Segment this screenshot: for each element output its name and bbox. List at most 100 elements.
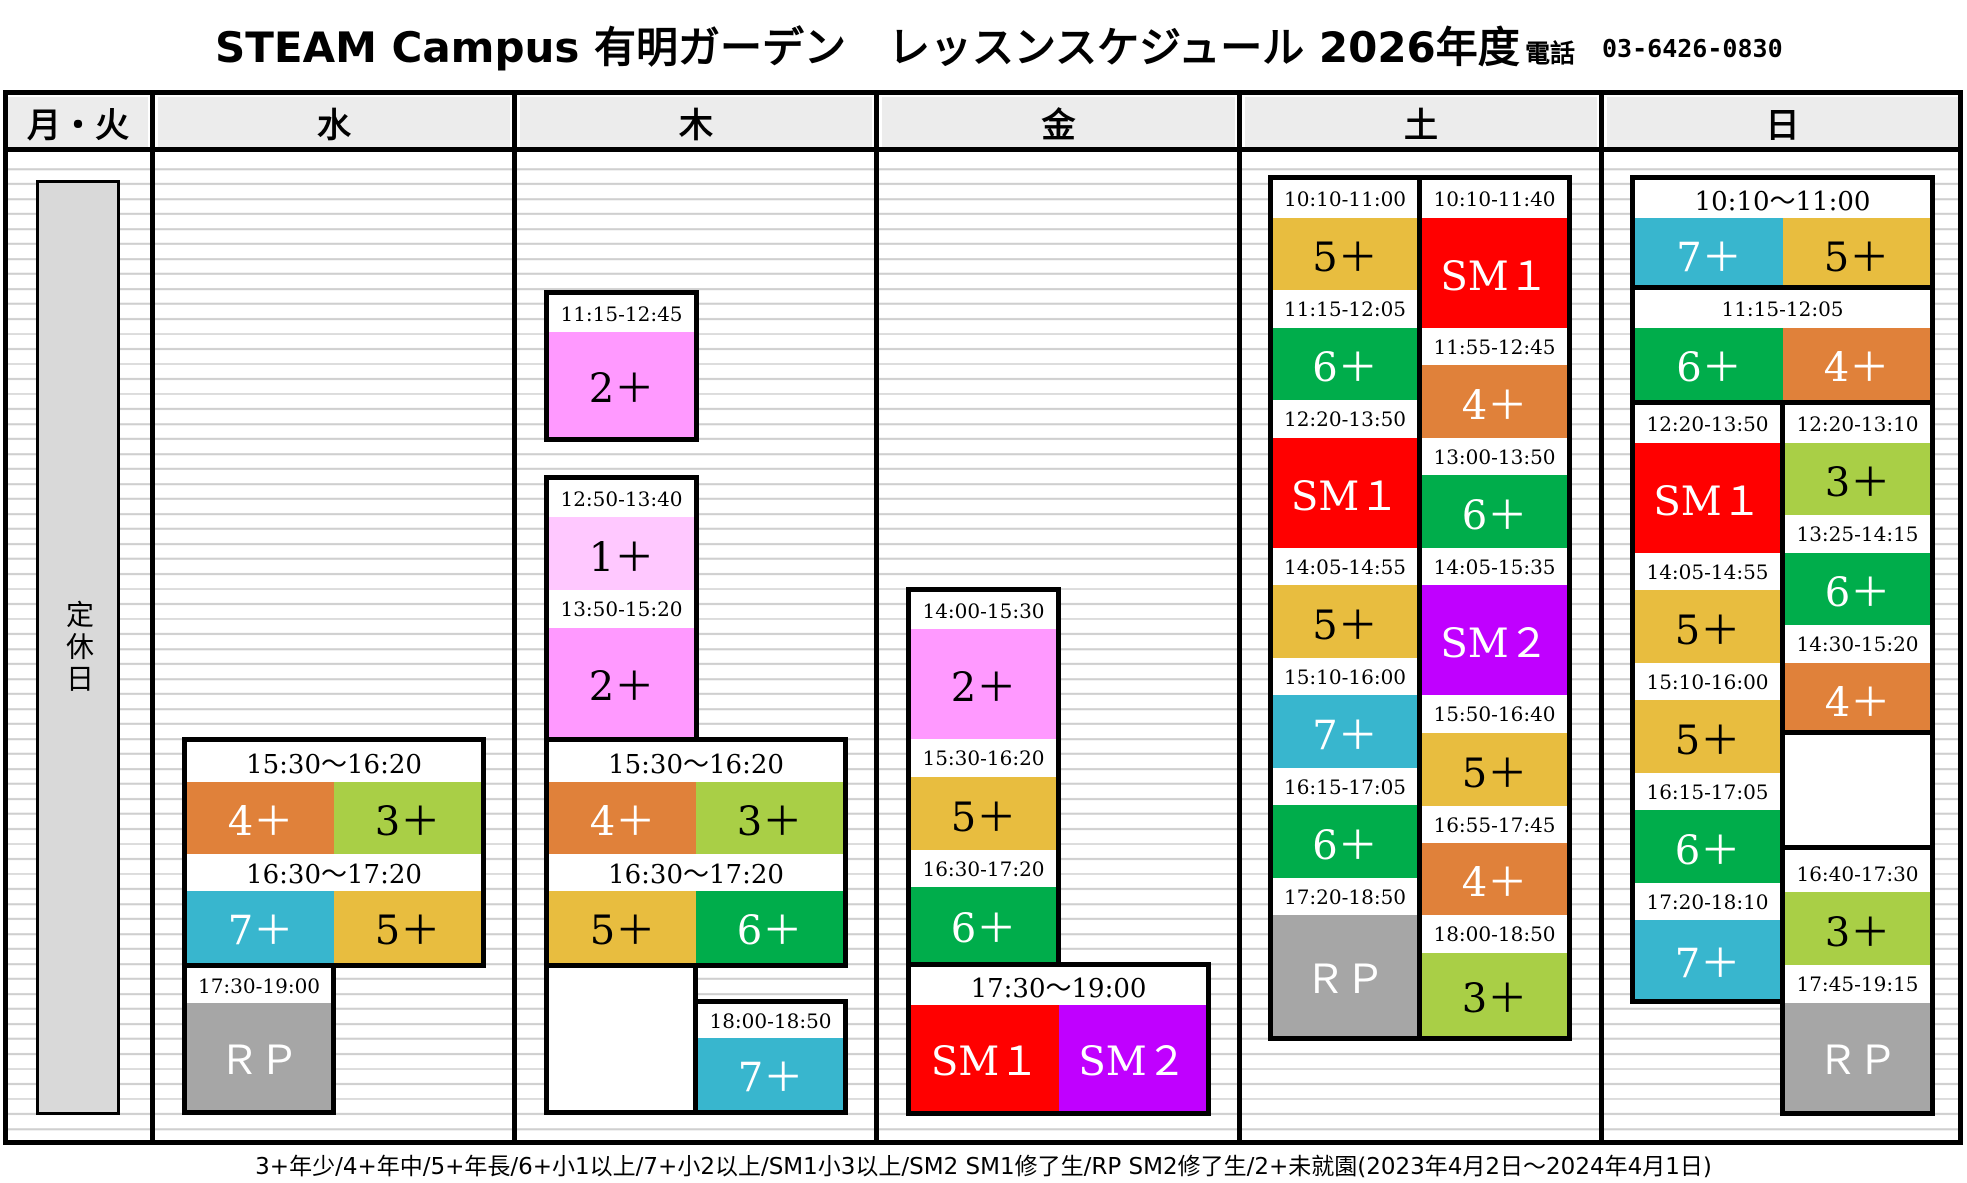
phone-number: 03-6426-0830 — [1602, 34, 1783, 63]
class-cell-2plus: 2＋ — [549, 332, 694, 437]
class-cell-5plus: 5＋ — [1422, 733, 1567, 806]
class-cell-6plus: 6＋ — [1273, 805, 1417, 878]
class-cell-7plus: 7＋ — [187, 891, 334, 963]
class-cell-3plus: 3＋ — [1422, 953, 1567, 1036]
time-label: 14:05-15:35 — [1422, 548, 1567, 585]
thu-block-1800: 18:00-18:50 7＋ — [693, 999, 848, 1115]
empty-slot — [1785, 740, 1930, 850]
time-label: 11:55-12:45 — [1422, 328, 1567, 365]
class-cell-4plus: 4＋ — [1785, 663, 1930, 735]
sat-right-column: 10:10-11:40 SM１ 11:55-12:45 4＋ 13:00-13:… — [1417, 175, 1572, 1041]
class-cell-4plus: 4＋ — [1422, 843, 1567, 915]
class-cell-7plus: 7＋ — [1635, 920, 1780, 999]
class-cell-6plus: 6＋ — [696, 891, 843, 963]
class-cell-5plus: 5＋ — [549, 891, 696, 963]
slot-divider — [1785, 730, 1930, 735]
class-cell-5plus: 5＋ — [911, 777, 1056, 850]
class-cell-7plus: 7＋ — [1635, 218, 1783, 290]
column-header-sat: 土 — [1245, 97, 1597, 147]
slot-divider — [1785, 845, 1930, 850]
time-label: 15:50-16:40 — [1422, 695, 1567, 733]
class-cell-6plus: 6＋ — [1273, 328, 1417, 400]
closed-day-label: 定休日 — [62, 599, 95, 696]
time-label: 16:40-17:30 — [1785, 855, 1930, 892]
time-label: 16:15-17:05 — [1273, 768, 1417, 805]
column-header-thu: 木 — [520, 97, 872, 147]
time-label: 11:15-12:05 — [1273, 290, 1417, 328]
time-label: 10:10-11:40 — [1422, 180, 1567, 218]
time-label: 14:05-14:55 — [1273, 548, 1417, 585]
class-cell-rp: ＲＰ — [187, 1003, 331, 1110]
class-cell-6plus: 6＋ — [911, 887, 1056, 962]
thu-block-1250: 12:50-13:40 1＋ 13:50-15:20 2＋ — [544, 475, 699, 743]
class-cell-sm1: SM１ — [911, 1005, 1059, 1111]
class-cell-5plus: 5＋ — [334, 891, 481, 963]
time-label: 15:30〜16:20 — [187, 742, 481, 782]
time-label: 12:50-13:40 — [549, 480, 694, 517]
legend-footer: 3+年少/4+年中/5+年長/6+小1以上/7+小2以上/SM1小3以上/SM2… — [255, 1154, 1712, 1180]
class-cell-5plus: 5＋ — [1273, 218, 1417, 290]
class-cell-6plus: 6＋ — [1422, 475, 1567, 548]
phone-label: 電話 — [1525, 39, 1576, 68]
wed-block-rp: 17:30-19:00 ＲＰ — [182, 963, 336, 1115]
class-cell-sm1: SM１ — [1422, 218, 1567, 328]
time-label: 11:15-12:45 — [549, 295, 694, 332]
class-cell-rp: ＲＰ — [1273, 915, 1417, 1036]
class-cell-5plus: 5＋ — [1783, 218, 1930, 290]
time-label: 17:30〜19:00 — [911, 967, 1206, 1005]
class-cell-5plus: 5＋ — [1273, 585, 1417, 658]
time-label: 10:10〜11:00 — [1635, 180, 1930, 218]
class-cell-sm2: SM２ — [1059, 1005, 1206, 1111]
time-label: 10:10-11:00 — [1273, 180, 1417, 218]
column-divider — [1237, 90, 1242, 1145]
time-label: 16:15-17:05 — [1635, 773, 1780, 810]
time-label: 12:20-13:50 — [1273, 400, 1417, 438]
column-header-fri: 金 — [882, 97, 1235, 147]
column-divider — [150, 90, 155, 1145]
time-label: 13:00-13:50 — [1422, 438, 1567, 475]
time-label: 18:00-18:50 — [1422, 915, 1567, 953]
time-label: 15:10-16:00 — [1635, 663, 1780, 700]
thu-block-empty — [544, 963, 698, 1115]
time-label: 16:30〜17:20 — [549, 854, 843, 891]
column-divider — [874, 90, 879, 1145]
time-label: 16:55-17:45 — [1422, 806, 1567, 843]
time-label: 15:30〜16:20 — [549, 742, 843, 782]
class-cell-4plus: 4＋ — [549, 782, 696, 854]
wed-block-1530: 15:30〜16:20 4＋ 3＋ 16:30〜17:20 7＋ 5＋ — [182, 737, 486, 968]
time-label: 13:25-14:15 — [1785, 515, 1930, 553]
class-cell-5plus: 5＋ — [1635, 700, 1780, 773]
class-cell-4plus: 4＋ — [187, 782, 334, 854]
time-label: 12:20-13:10 — [1785, 405, 1930, 443]
time-label: 15:30-16:20 — [911, 739, 1056, 777]
sun-right-column: 12:20-13:10 3＋ 13:25-14:15 6＋ 14:30-15:2… — [1780, 400, 1935, 1116]
class-cell-4plus: 4＋ — [1422, 365, 1567, 438]
class-cell-5plus: 5＋ — [1635, 590, 1780, 663]
time-label: 14:00-15:30 — [911, 592, 1056, 629]
time-label: 17:30-19:00 — [187, 968, 331, 1003]
time-label: 12:20-13:50 — [1635, 405, 1780, 443]
sat-left-column: 10:10-11:00 5＋ 11:15-12:05 6＋ 12:20-13:5… — [1268, 175, 1422, 1041]
class-cell-3plus: 3＋ — [696, 782, 843, 854]
class-cell-6plus: 6＋ — [1635, 328, 1783, 400]
class-cell-4plus: 4＋ — [1783, 328, 1930, 400]
sun-block-1115: 11:15-12:05 6＋ 4＋ — [1630, 285, 1935, 405]
column-divider — [512, 90, 517, 1145]
closed-day-bar: 定休日 — [36, 180, 120, 1115]
sun-left-column: 12:20-13:50 SM１ 14:05-14:55 5＋ 15:10-16:… — [1630, 400, 1785, 1004]
time-label: 14:05-14:55 — [1635, 553, 1780, 590]
time-label: 18:00-18:50 — [698, 1004, 843, 1038]
column-header-wed: 水 — [158, 97, 510, 147]
class-cell-3plus: 3＋ — [334, 782, 481, 854]
fri-block-1730: 17:30〜19:00 SM１ SM２ — [906, 962, 1211, 1116]
class-cell-1plus: 1＋ — [549, 517, 694, 590]
time-label: 11:15-12:05 — [1635, 290, 1930, 328]
column-header-mon-tue: 月・火 — [8, 97, 148, 147]
time-label: 13:50-15:20 — [549, 590, 694, 628]
column-header-sun: 日 — [1607, 97, 1958, 147]
class-cell-sm1: SM１ — [1273, 438, 1417, 548]
time-label: 17:20-18:10 — [1635, 883, 1780, 920]
thu-block-1115: 11:15-12:45 2＋ — [544, 290, 699, 442]
class-cell-7plus: 7＋ — [698, 1038, 843, 1110]
